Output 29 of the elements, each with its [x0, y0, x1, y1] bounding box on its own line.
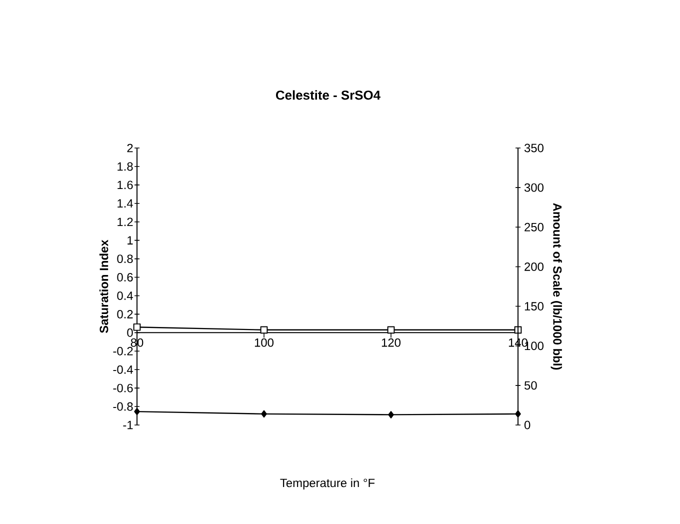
- x-tick-label: 100: [254, 338, 274, 347]
- y-tick-label: 1.8: [118, 162, 133, 171]
- y-tick-label: -0.6: [113, 384, 133, 392]
- y-tick-label: 0: [127, 328, 133, 337]
- y2-tick-label: 50: [524, 381, 537, 390]
- y-tick-label: -1: [123, 420, 133, 430]
- x-axis-title: Temperature in °F: [280, 478, 375, 490]
- x-tick-label: 120: [382, 338, 401, 347]
- y2-tick-label: 200: [524, 262, 544, 271]
- y-tick-label: 2: [127, 144, 133, 152]
- y-tick-label: -0.2: [113, 346, 133, 356]
- y2-tick-label: 300: [524, 183, 544, 192]
- y2-axis-title: Amount of Scale (lb/1000 bbl): [550, 203, 562, 370]
- y-axis-title: Saturation Index: [99, 240, 108, 333]
- y-tick-label: 1.6: [118, 180, 133, 190]
- y2-tick-label: 0: [524, 420, 530, 430]
- y-tick-label: 1: [128, 236, 133, 244]
- y2-tick-label: 250: [524, 222, 544, 232]
- y-tick-label: 1.2: [118, 218, 133, 226]
- chart-title: Celestite - SrSO4: [276, 90, 380, 100]
- y-tick-label: 1.4: [118, 199, 133, 208]
- y-tick-label: -0.4: [113, 365, 133, 374]
- y2-tick-label: 150: [524, 302, 544, 311]
- y-tick-label: 0.8: [117, 254, 133, 264]
- y-tick-label: -0.8: [113, 402, 133, 411]
- y-tick-label: 0.2: [117, 310, 133, 318]
- y-tick-label: 0.6: [117, 273, 133, 282]
- y-tick-label: 0.4: [117, 292, 133, 300]
- y2-tick-label: 350: [524, 144, 544, 152]
